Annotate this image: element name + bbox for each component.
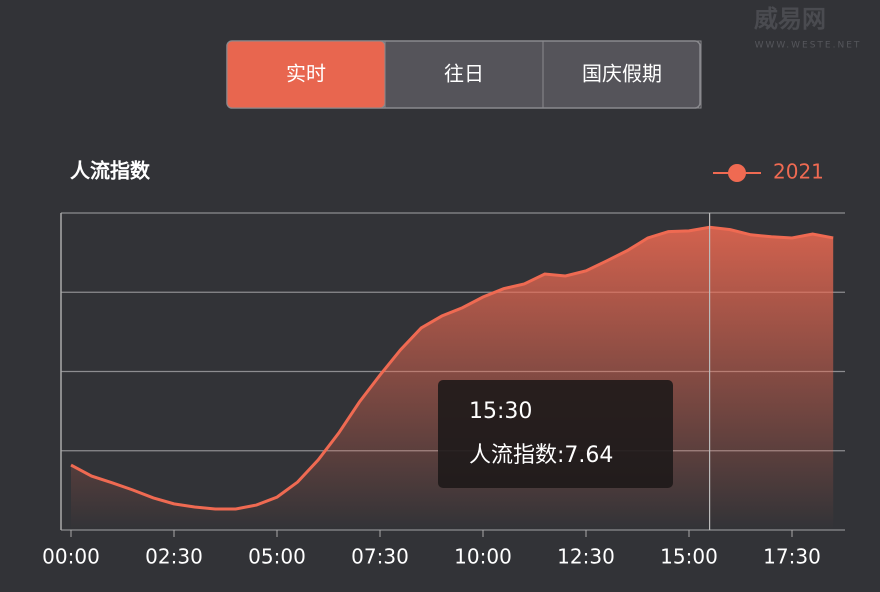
chart-title: 人流指数 [70, 159, 151, 183]
legend-label[interactable]: 2021 [773, 160, 824, 184]
plot: 2021 00:00 02:30 05:00 07:30 10:00 12:30 15:00 1… [42, 160, 845, 569]
tooltip-box [438, 380, 673, 488]
x-tick-label: 05:00 [248, 545, 306, 569]
tooltip-text: 人流指数:7.64 [469, 443, 613, 468]
tab[interactable] [542, 40, 702, 109]
legend-marker [728, 164, 746, 182]
x-tick-label: 10:00 [454, 545, 512, 569]
x-tick-label: 17:30 [763, 545, 821, 569]
line [70, 225, 834, 511]
tab-label: 国庆假期 [582, 62, 662, 86]
x-tick-label: 15:00 [660, 545, 718, 569]
watermark-logo: 威易网 [754, 5, 826, 33]
watermark-url: WWW.WESTE.NET [755, 41, 862, 51]
tab-label: 实时 [286, 62, 326, 86]
tab-bar: 实时 往日 国庆假期 [226, 40, 702, 109]
x-tick-label: 12:30 [557, 545, 615, 569]
tooltip-category: 15:30 [469, 399, 532, 424]
x-tick-label: 02:30 [145, 545, 203, 569]
x-tick-label: 07:30 [351, 545, 409, 569]
x-tick-label: 00:00 [42, 545, 100, 569]
tab-label: 往日 [444, 62, 484, 86]
